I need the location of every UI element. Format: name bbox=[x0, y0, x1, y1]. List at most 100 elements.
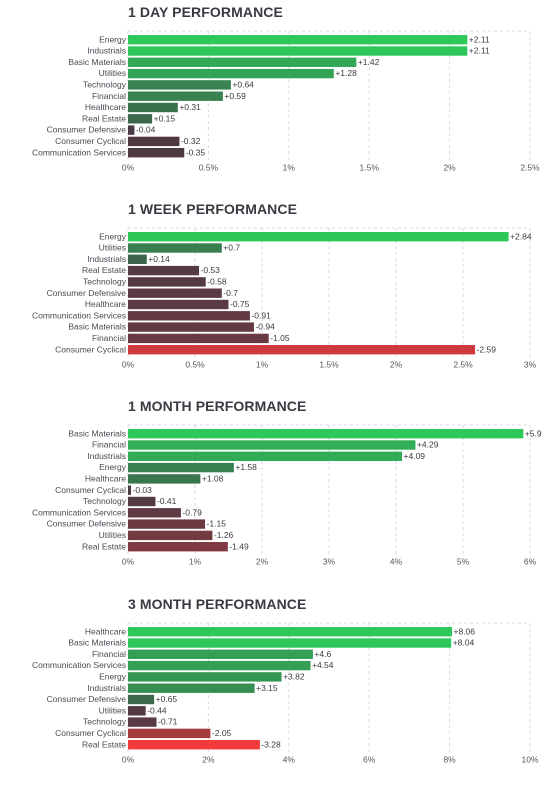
x-tick-label: 0% bbox=[122, 162, 135, 172]
bar[interactable] bbox=[128, 717, 157, 727]
value-label: -1.49 bbox=[229, 541, 249, 551]
bar[interactable] bbox=[128, 345, 476, 355]
value-label: -1.26 bbox=[214, 530, 234, 540]
value-label: +3.82 bbox=[283, 672, 305, 682]
value-label: -0.71 bbox=[158, 717, 178, 727]
bar[interactable] bbox=[128, 254, 147, 264]
category-label: Utilities bbox=[99, 243, 126, 253]
bar[interactable] bbox=[128, 638, 452, 648]
category-label: Communication Services bbox=[32, 310, 126, 320]
chart-title: 1 WEEK PERFORMANCE bbox=[128, 201, 298, 217]
bar[interactable] bbox=[128, 91, 223, 101]
bar[interactable] bbox=[128, 627, 453, 637]
value-label: -3.28 bbox=[261, 739, 281, 749]
bar[interactable] bbox=[128, 243, 222, 253]
value-label: +0.31 bbox=[179, 102, 201, 112]
value-label: -0.32 bbox=[181, 136, 201, 146]
value-label: -1.15 bbox=[207, 519, 227, 529]
x-tick-label: 1.5% bbox=[360, 162, 380, 172]
value-label: -0.91 bbox=[251, 310, 271, 320]
bar[interactable] bbox=[128, 440, 416, 450]
value-label: +4.09 bbox=[404, 451, 426, 461]
value-label: +0.59 bbox=[224, 91, 246, 101]
category-label: Financial bbox=[92, 91, 126, 101]
bar[interactable] bbox=[128, 485, 131, 495]
chart-title: 3 MONTH PERFORMANCE bbox=[128, 596, 307, 612]
bar[interactable] bbox=[128, 57, 357, 67]
category-label: Industrials bbox=[87, 46, 126, 56]
bar[interactable] bbox=[128, 288, 222, 298]
category-label: Healthcare bbox=[85, 626, 126, 636]
category-label: Consumer Defensive bbox=[47, 519, 127, 529]
bar[interactable] bbox=[128, 429, 524, 439]
x-tick-label: 10% bbox=[521, 754, 538, 764]
bar[interactable] bbox=[128, 333, 269, 344]
bar[interactable] bbox=[128, 265, 200, 276]
bar[interactable] bbox=[128, 322, 254, 332]
category-label: Industrials bbox=[87, 451, 126, 461]
value-label: -0.53 bbox=[201, 265, 221, 275]
x-tick-label: 1% bbox=[189, 556, 202, 566]
value-label: +2.11 bbox=[469, 46, 490, 56]
bar[interactable] bbox=[128, 114, 153, 124]
category-label: Healthcare bbox=[85, 102, 126, 112]
value-label: -0.41 bbox=[157, 496, 177, 506]
category-label: Technology bbox=[83, 496, 127, 506]
bar[interactable] bbox=[128, 277, 206, 287]
bar[interactable] bbox=[128, 519, 206, 529]
category-label: Healthcare bbox=[85, 474, 126, 484]
bar[interactable] bbox=[128, 148, 185, 158]
bar[interactable] bbox=[128, 102, 178, 113]
category-label: Energy bbox=[99, 672, 127, 682]
bar[interactable] bbox=[128, 80, 231, 90]
bar[interactable] bbox=[128, 542, 228, 552]
category-label: Technology bbox=[83, 717, 127, 727]
value-label: -0.58 bbox=[207, 277, 227, 287]
value-label: +4.6 bbox=[314, 649, 331, 659]
x-tick-label: 3% bbox=[323, 556, 336, 566]
bar[interactable] bbox=[128, 683, 255, 693]
value-label: +2.11 bbox=[469, 34, 490, 44]
value-label: -0.35 bbox=[186, 147, 206, 157]
category-label: Consumer Defensive bbox=[47, 125, 127, 135]
value-label: +1.58 bbox=[235, 462, 257, 472]
value-label: -0.04 bbox=[136, 125, 156, 135]
bar[interactable] bbox=[128, 299, 229, 310]
bar[interactable] bbox=[128, 740, 260, 750]
value-label: +1.42 bbox=[358, 57, 380, 67]
bar[interactable] bbox=[128, 125, 135, 135]
x-tick-label: 1% bbox=[283, 162, 296, 172]
category-label: Industrials bbox=[87, 683, 126, 693]
bar-chart: 0% 2% 4% 6% 8% 10% Healthcare +8.06 Basic Materi… bbox=[32, 622, 539, 764]
value-label: +8.04 bbox=[453, 638, 475, 648]
x-tick-label: 3% bbox=[524, 359, 537, 369]
category-label: Industrials bbox=[87, 254, 126, 264]
bar[interactable] bbox=[128, 728, 211, 739]
bar[interactable] bbox=[128, 672, 282, 682]
x-tick-label: 2% bbox=[443, 162, 456, 172]
chart-title: 1 MONTH PERFORMANCE bbox=[128, 398, 307, 414]
bar[interactable] bbox=[128, 68, 334, 79]
bar[interactable] bbox=[128, 46, 468, 56]
bar[interactable] bbox=[128, 694, 155, 705]
bar[interactable] bbox=[128, 35, 468, 45]
value-label: -1.05 bbox=[270, 333, 290, 343]
x-tick-label: 0% bbox=[122, 359, 135, 369]
bar[interactable] bbox=[128, 136, 180, 147]
bar[interactable] bbox=[128, 311, 250, 321]
bar[interactable] bbox=[128, 530, 213, 541]
value-label: +0.14 bbox=[148, 254, 170, 264]
bar[interactable] bbox=[128, 508, 181, 518]
bar[interactable] bbox=[128, 462, 234, 473]
value-label: +1.08 bbox=[202, 474, 224, 484]
bar[interactable] bbox=[128, 474, 201, 484]
bar[interactable] bbox=[128, 706, 146, 716]
category-label: Financial bbox=[92, 649, 126, 659]
x-tick-label: 5% bbox=[457, 556, 470, 566]
bar[interactable] bbox=[128, 451, 403, 461]
category-label: Financial bbox=[92, 440, 126, 450]
bar[interactable] bbox=[128, 660, 311, 671]
bar[interactable] bbox=[128, 496, 156, 507]
bar[interactable] bbox=[128, 649, 313, 659]
bar[interactable] bbox=[128, 232, 509, 242]
